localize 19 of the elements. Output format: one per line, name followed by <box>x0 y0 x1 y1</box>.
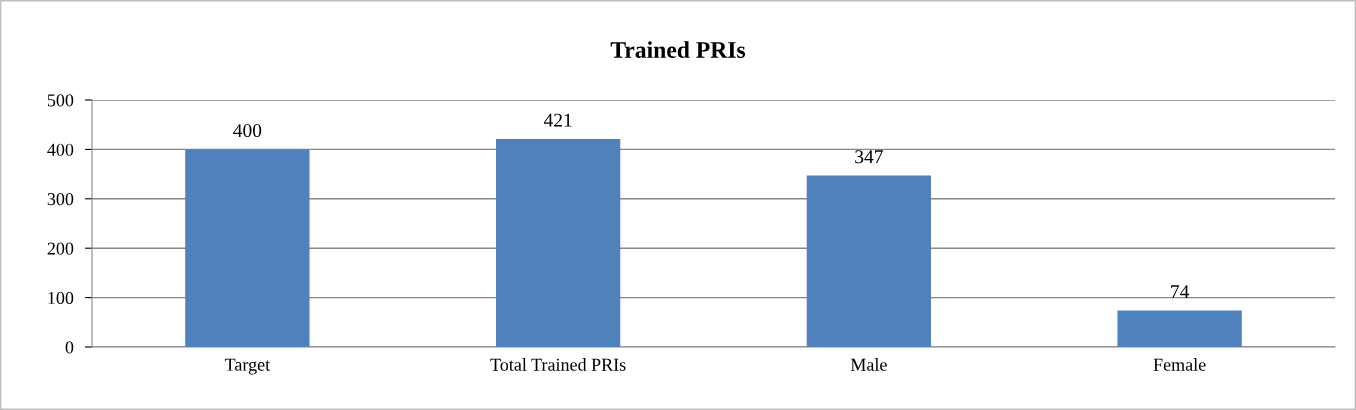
chart-title: Trained PRIs <box>610 41 746 58</box>
bar <box>806 175 932 347</box>
data-label: 347 <box>855 150 883 164</box>
data-label: 421 <box>543 113 572 127</box>
x-tick-label: Female <box>1153 358 1206 371</box>
y-tick-label: 500 <box>47 94 74 107</box>
data-label: 74 <box>1171 285 1190 298</box>
bar <box>1117 310 1242 347</box>
data-label: 400 <box>233 124 262 138</box>
y-tick-label: 300 <box>47 193 74 206</box>
y-tick-label: 0 <box>65 341 74 354</box>
bar <box>185 149 310 347</box>
x-tick-label: Target <box>224 358 271 375</box>
y-tick-label: 100 <box>48 291 74 305</box>
x-tick-label: Total Trained PRIs <box>490 358 626 371</box>
y-tick-label: 200 <box>47 242 74 255</box>
x-tick-label: Male <box>850 358 887 371</box>
bar <box>495 139 621 347</box>
y-tick-label: 400 <box>47 143 74 156</box>
